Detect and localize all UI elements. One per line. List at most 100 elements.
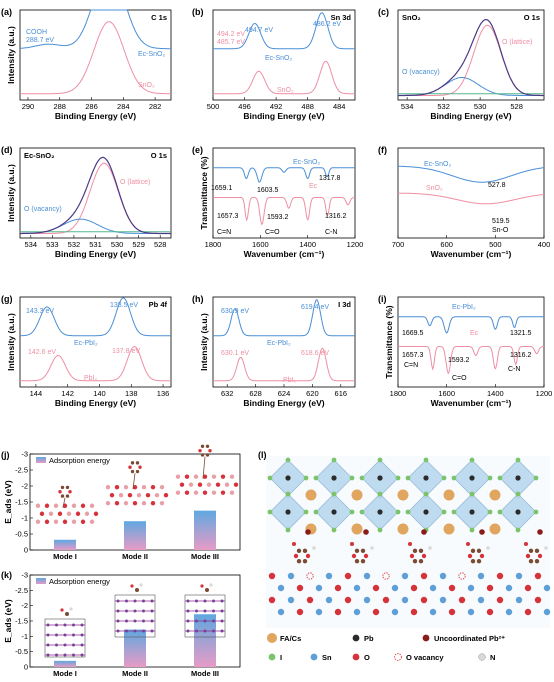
x-tick-label: 532 [437,102,450,111]
sn-atom [353,608,361,616]
spectrum-panel: 632 628 624 620 616 Binding Energy (eV) Intens… [192,294,356,408]
molecule-atom [208,448,212,453]
panel-tag: (e) [192,145,203,155]
slab-atom [114,501,120,506]
slab-atom [220,474,226,479]
o-atom [344,596,352,604]
i-atom [331,527,337,533]
panel-tag: (i) [378,294,387,304]
corner-label: I 3d [338,300,351,309]
annotation: 137.8 eV [112,348,140,355]
annotation: COOH [26,29,47,36]
annotation: O (vacancy) [402,69,440,76]
legend-label: Pb [364,634,374,643]
category-label: Mode I [53,669,77,678]
annotation: 519.5 [492,218,510,225]
molecule-atom [408,542,412,546]
molecule-atom [486,546,490,550]
slab-atom [80,519,86,524]
x-axis-label: Binding Energy (eV) [430,111,511,121]
series-label: PbI₂ [283,377,297,384]
fa-cs-atom [305,489,317,501]
annotation: 288.7 eV [26,37,54,44]
sn-atom [363,596,371,604]
molecule-atom [205,444,210,449]
series-label: Ec [309,183,318,190]
y-axis-label: Transmittance (%) [199,156,209,229]
series-label: Ec [470,330,479,337]
legend-label: N [490,653,495,662]
x-tick-label: 529 [132,240,145,249]
slab-atom [75,511,81,516]
x-tick-label: 284 [117,102,130,111]
x-axis-label: Wavenumber (cm⁻¹) [244,249,325,259]
o-atom [496,572,504,580]
slab-atom [150,501,156,506]
molecule-atom [130,461,135,465]
y-tick-label: -2 [21,482,28,491]
series-label: Ec-SnO₂ [138,51,166,58]
category-label: Mode II [122,669,148,678]
o-vacancy [458,572,466,580]
sn-atom [325,596,333,604]
series-line [20,345,171,382]
x-tick-label: 1400 [299,240,316,249]
x-tick-label: 282 [149,102,162,111]
cell-atom [80,643,84,647]
i-atom [349,509,355,515]
i-atom [487,509,493,515]
panel-tag: (h) [192,294,204,304]
fa-cs-atom [489,489,501,501]
molecule-atom [312,546,316,550]
x-tick-label: 624 [278,389,291,398]
x-tick-label: 500 [489,240,502,249]
i-atom [487,475,493,481]
cell-atom [125,599,128,603]
annotation: C=N [404,362,418,369]
annotation: 494.2 eV [217,31,245,38]
slab-atom [53,503,59,508]
sn-atom [401,572,409,580]
legend-marker [394,653,402,661]
corner-label: Sn 3d [331,13,352,22]
x-tick-label: 1200 [347,240,364,249]
i-atom [313,509,319,515]
series-line [213,347,355,382]
x-tick-label: 136 [157,389,170,398]
legend-marker [352,653,360,661]
cell-atom [203,599,207,603]
sn-atom [315,608,323,616]
panel-tag: (a) [1,7,12,17]
sn-atom [391,584,399,592]
molecule-atom [360,558,366,564]
molecule-atom [58,490,62,494]
plot-frame [397,147,545,239]
molecule-atom [135,588,139,592]
slab-atom [193,490,199,495]
slab-atom [211,490,217,495]
cell-atom [80,623,84,627]
uncoordinated-pb-atom [305,529,311,535]
annotation: O (lattice) [120,179,150,186]
cell-atom [63,643,67,647]
molecule-bond [132,473,136,490]
molecule-atom [351,553,357,559]
cell-atom [63,633,67,637]
o-atom [534,572,542,580]
cell-atom [142,629,145,633]
panel-tag: (l) [258,450,267,460]
bar [124,629,146,667]
o-atom [268,572,276,580]
x-tick-label: 484 [333,102,346,111]
o-atom [534,596,542,604]
slab-atom [154,493,160,498]
pb-atom [423,509,429,515]
slab-atom [118,493,124,498]
slab-atom [233,482,239,487]
molecule-atom [138,465,142,469]
slab-atom [127,493,133,498]
slab-atom [71,519,77,524]
slab-atom [175,474,181,479]
fa-cs-atom [397,489,409,501]
molecule-atom [421,553,427,559]
